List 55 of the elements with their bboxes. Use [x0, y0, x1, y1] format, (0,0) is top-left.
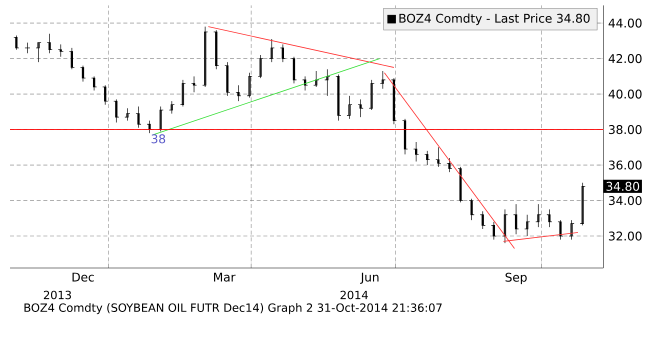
candlestick [136, 106, 142, 128]
y-tick-label: 44.00 [608, 18, 642, 28]
candlestick [224, 62, 230, 96]
candlestick [346, 96, 352, 120]
annotation: 34.80 [606, 182, 640, 191]
candlestick [191, 76, 197, 93]
y-tick-label: 32.00 [608, 232, 642, 241]
x-tick-label: Jun [360, 272, 378, 284]
ref-line-label: 38 [152, 134, 166, 144]
candlestick [313, 70, 320, 88]
candlestick [102, 84, 108, 106]
candlestick [368, 80, 375, 110]
candlestick [513, 204, 519, 235]
y-tick-label: 36.00 [608, 160, 642, 170]
candlestick [124, 108, 130, 122]
candlestick [168, 100, 175, 114]
candlestick [213, 30, 220, 70]
legend-label: BOZ4 Comdty - Last Price 34.80 [399, 14, 590, 26]
x-tick-label: Sep [506, 272, 527, 284]
candlestick [268, 38, 275, 62]
candlestick [490, 222, 497, 240]
candlestick [80, 65, 86, 82]
candlestick [158, 106, 164, 132]
candlestick [302, 76, 308, 91]
candlestick [535, 204, 542, 228]
candlestick [424, 150, 430, 166]
candlestick [113, 99, 120, 123]
text: BOZ4 Comdty (SOYBEAN OIL FUTR Dec14) Graph 2 31-Oct-2014 21:36:07 [24, 303, 442, 314]
candlestick [413, 142, 419, 162]
y-tick-label: 42.00 [608, 54, 642, 64]
x-tick-label: Dec [72, 272, 94, 282]
y-tick-label: 34.00 [608, 196, 642, 206]
candlestick [236, 84, 242, 102]
y-tick-label: 40.00 [608, 90, 642, 99]
candlestick [324, 68, 330, 96]
text: 2014 [340, 290, 368, 300]
candlestick [468, 198, 475, 220]
candlestick [380, 70, 386, 90]
candlestick [58, 44, 64, 58]
candlestick [13, 35, 20, 50]
candlestick [580, 182, 586, 226]
candlestick [24, 42, 30, 54]
candlestick [258, 54, 264, 78]
text: 2013 [44, 290, 71, 300]
candlestick [202, 26, 208, 88]
candlestick [46, 33, 53, 54]
candlestick [435, 146, 442, 168]
candlestick [280, 44, 286, 62]
x-tick-label: Mar [214, 272, 236, 282]
y-tick-label: 38.00 [608, 125, 642, 134]
candlestick [446, 158, 452, 172]
candlestick [524, 214, 530, 236]
candlestick [358, 99, 364, 118]
candlestick [480, 210, 486, 230]
candlestick [36, 42, 42, 62]
